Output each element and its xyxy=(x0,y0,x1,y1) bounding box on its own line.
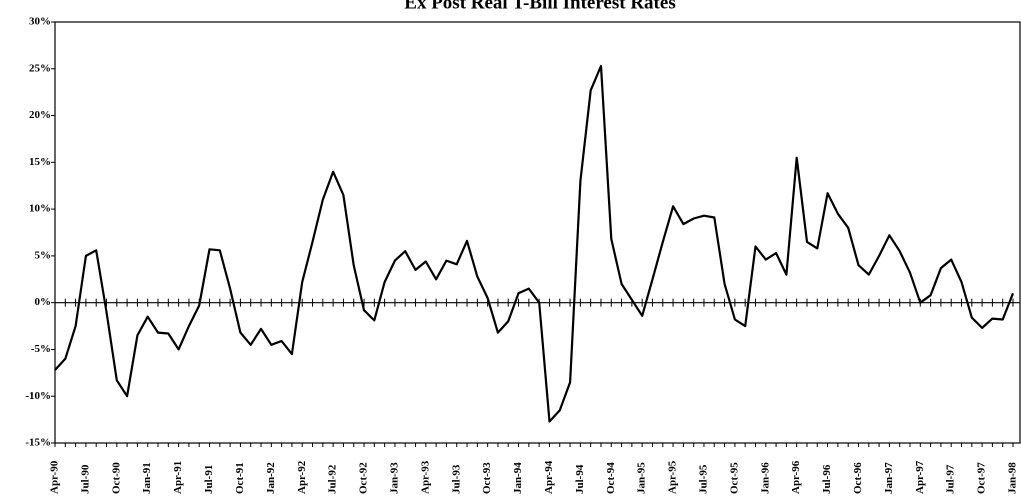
x-tick-label: Jul-96 xyxy=(821,464,833,494)
x-tick-label: Jan-97 xyxy=(883,462,895,494)
x-tick-label: Oct-94 xyxy=(605,462,617,494)
x-tick-label: Jan-98 xyxy=(1007,462,1019,494)
x-tick-label: Jul-92 xyxy=(327,464,339,494)
series-line xyxy=(54,64,1015,423)
x-tick-label: Jan-96 xyxy=(759,462,771,494)
x-tick-label: Oct-90 xyxy=(110,462,122,494)
x-tick-label: Apr-97 xyxy=(914,460,926,494)
y-tick-label: 15% xyxy=(29,156,51,168)
x-tick-label: Jul-93 xyxy=(450,464,462,494)
x-tick-label: Oct-91 xyxy=(234,462,246,494)
x-tick-label: Oct-96 xyxy=(852,462,864,494)
x-tick-label: Apr-90 xyxy=(49,460,61,494)
x-tick-label: Jul-95 xyxy=(697,464,709,494)
x-tick-label: Jul-91 xyxy=(203,465,215,494)
x-tick-label: Oct-95 xyxy=(728,462,740,494)
x-tick-label: Jan-91 xyxy=(141,462,153,494)
x-tick-label: Jul-97 xyxy=(945,464,957,494)
y-tick-label: 10% xyxy=(29,203,51,215)
x-tick-label: Jan-93 xyxy=(388,462,400,494)
x-tick-label: Apr-91 xyxy=(172,461,184,494)
x-tick-label: Jan-95 xyxy=(636,462,648,494)
y-tick-label: -10% xyxy=(25,390,51,402)
x-tick-label: Jan-92 xyxy=(265,462,277,494)
x-tick-label: Apr-94 xyxy=(543,460,555,494)
y-tick-label: 25% xyxy=(29,62,51,74)
y-tick-label: -15% xyxy=(25,437,51,449)
y-tick-label: 0% xyxy=(35,296,52,308)
x-tick-label: Jan-94 xyxy=(512,462,524,494)
plot-frame xyxy=(54,21,1021,444)
x-tick-label: Apr-93 xyxy=(419,460,431,494)
x-tick-label: Oct-92 xyxy=(358,462,370,494)
y-tick-label: 30% xyxy=(29,16,51,28)
y-tick-label: -5% xyxy=(31,343,51,355)
y-tick-label: 20% xyxy=(29,109,51,121)
x-tick-label: Apr-92 xyxy=(296,460,308,494)
x-tick-label: Jul-94 xyxy=(574,464,586,494)
chart-title: Ex Post Real T-Bill Interest Rates xyxy=(404,0,675,13)
x-tick-label: Jul-90 xyxy=(79,464,91,494)
x-tick-label: Oct-93 xyxy=(481,462,493,494)
x-tick-label: Apr-96 xyxy=(790,460,802,494)
x-tick-label: Apr-95 xyxy=(667,460,679,494)
x-tick-label: Oct-97 xyxy=(976,462,988,494)
y-tick-label: 5% xyxy=(35,249,52,261)
